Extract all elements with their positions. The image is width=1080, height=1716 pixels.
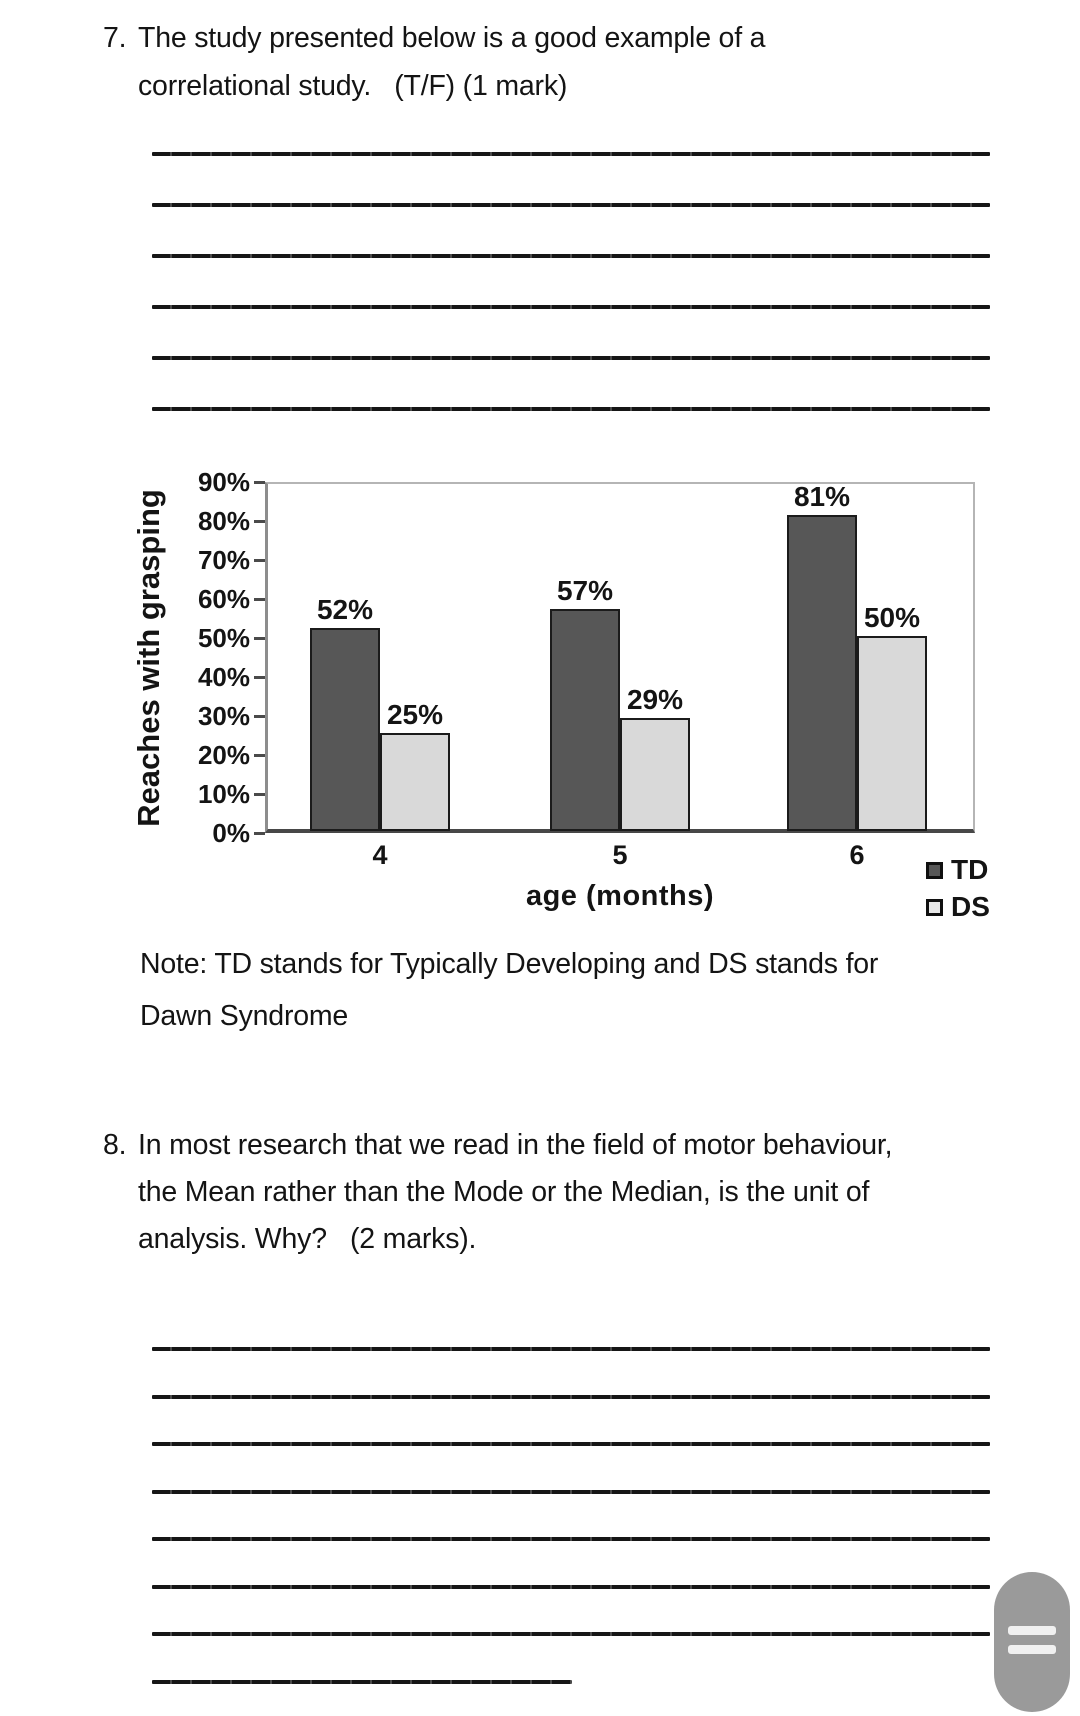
- bar-data-label: 29%: [626, 684, 684, 715]
- y-axis-tick-label: 0%: [212, 818, 250, 848]
- legend-item-td: TD: [926, 854, 988, 886]
- question-8-text: In most research that we read in the fie…: [138, 1129, 893, 1255]
- bar-td-age-6: [787, 515, 857, 831]
- answer-line: [152, 305, 990, 309]
- y-axis-tick-mark: [254, 481, 265, 484]
- legend-swatch-ds-icon: [926, 898, 943, 916]
- scroll-drag-handle-icon[interactable]: [994, 1572, 1070, 1712]
- legend-label: TD: [951, 854, 989, 885]
- x-axis-tick-label: 4: [372, 840, 388, 870]
- question-7-number: 7.: [103, 22, 127, 54]
- y-axis-tick-mark: [254, 676, 265, 679]
- answer-line: [152, 407, 990, 411]
- bar-ds-age-6: [857, 636, 927, 831]
- y-axis-tick-mark: [254, 754, 265, 757]
- answer-line: [152, 152, 990, 156]
- question-8: 8. In most research that we read in the …: [103, 1122, 893, 1263]
- answer-line: [152, 1537, 990, 1541]
- question-8-number: 8.: [103, 1129, 127, 1161]
- answer-line: [152, 356, 990, 360]
- y-axis-tick-label: 40%: [197, 662, 250, 692]
- drag-handle-bar: [1008, 1645, 1056, 1654]
- x-axis-tick-label: 5: [612, 840, 628, 870]
- y-axis-tick-label: 70%: [197, 545, 250, 575]
- bar-td-age-5: [550, 609, 620, 831]
- bar-data-label: 57%: [556, 575, 614, 606]
- y-axis-tick-mark: [254, 598, 265, 601]
- x-axis-tick-label: 6: [849, 840, 865, 870]
- bar-ds-age-5: [620, 718, 690, 831]
- answer-line: [152, 1347, 990, 1351]
- y-axis-tick-label: 30%: [197, 701, 250, 731]
- y-axis-tick-label: 60%: [197, 584, 250, 614]
- y-axis-tick-mark: [254, 559, 265, 562]
- legend-item-ds: DS: [926, 891, 990, 923]
- legend-swatch-td-icon: [926, 861, 943, 879]
- answer-line-short: [152, 1680, 572, 1684]
- chart-plot-area: [265, 482, 975, 833]
- y-axis-tick-mark: [254, 520, 265, 523]
- answer-line: [152, 203, 990, 207]
- y-axis-tick-label: 10%: [197, 779, 250, 809]
- bar-ds-age-4: [380, 733, 450, 831]
- y-axis-tick-mark: [254, 715, 265, 718]
- y-axis-tick-mark: [254, 832, 265, 835]
- bar-data-label: 81%: [793, 481, 851, 512]
- answer-line: [152, 1395, 990, 1399]
- y-axis-tick-label: 50%: [197, 623, 250, 653]
- question-7: 7. The study presented below is a good e…: [103, 14, 765, 110]
- y-axis-tick-label: 20%: [197, 740, 250, 770]
- y-axis-tick-mark: [254, 637, 265, 640]
- bar-data-label: 50%: [863, 602, 921, 633]
- drag-handle-bar: [1008, 1626, 1056, 1635]
- bar-data-label: 25%: [386, 699, 444, 730]
- answer-line: [152, 254, 990, 258]
- y-axis-tick-mark: [254, 793, 265, 796]
- answer-line: [152, 1632, 990, 1636]
- answer-line: [152, 1490, 990, 1494]
- answer-line: [152, 1442, 990, 1446]
- x-axis-title: age (months): [525, 880, 715, 912]
- chart-note: Note: TD stands for Typically Developing…: [140, 948, 879, 1032]
- bar-td-age-4: [310, 628, 380, 831]
- question-7-text: The study presented below is a good exam…: [138, 22, 766, 102]
- legend-label: DS: [951, 891, 990, 922]
- answer-line: [152, 1585, 990, 1589]
- y-axis-tick-label: 90%: [197, 467, 250, 497]
- bar-data-label: 52%: [316, 594, 374, 625]
- y-axis-tick-label: 80%: [197, 506, 250, 536]
